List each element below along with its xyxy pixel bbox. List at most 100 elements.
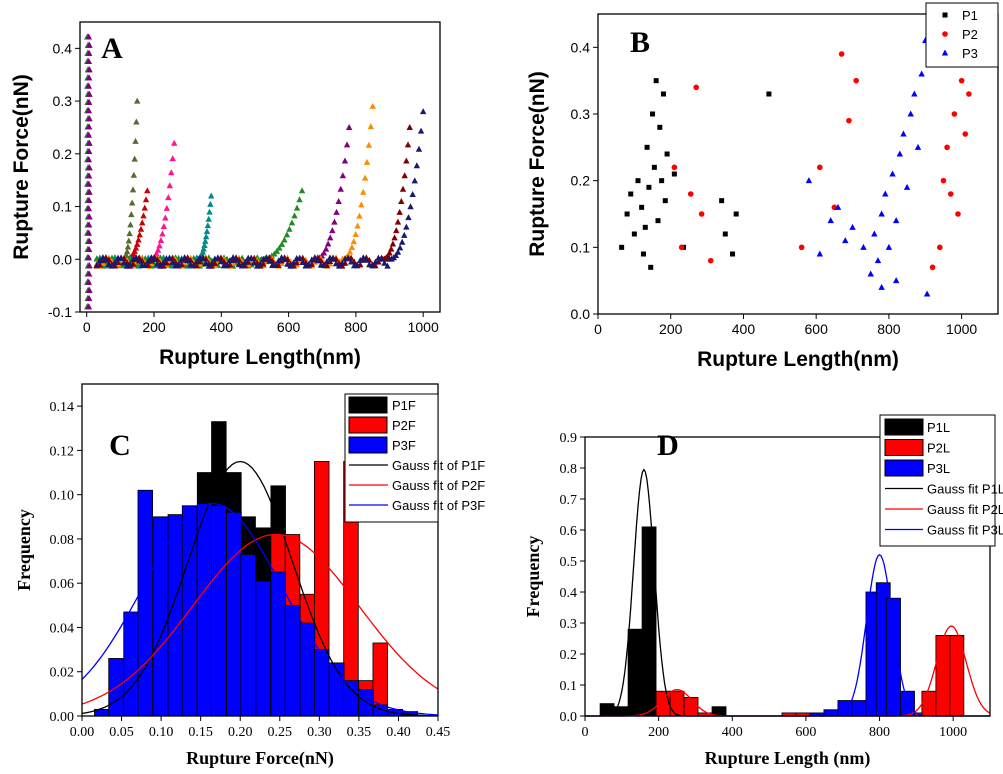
data-point bbox=[85, 49, 93, 56]
data-point bbox=[86, 164, 93, 171]
y-tick-label: 0.06 bbox=[50, 577, 75, 592]
data-point bbox=[657, 124, 663, 130]
data-point bbox=[229, 254, 237, 261]
data-point bbox=[254, 262, 261, 269]
data-point bbox=[398, 197, 405, 204]
data-point bbox=[135, 236, 142, 243]
y-tick-label: 0.9 bbox=[560, 431, 578, 446]
data-point bbox=[85, 147, 93, 154]
data-point bbox=[346, 248, 354, 255]
data-point bbox=[707, 257, 714, 264]
panel-c-bars bbox=[94, 421, 419, 717]
data-point bbox=[357, 256, 364, 263]
data-point bbox=[369, 102, 376, 109]
data-point bbox=[293, 204, 301, 211]
data-point bbox=[324, 240, 332, 247]
y-tick-label: 0.4 bbox=[571, 39, 591, 55]
data-point bbox=[900, 130, 907, 137]
data-point bbox=[405, 214, 412, 221]
data-point bbox=[347, 258, 355, 265]
x-tick-label: 800 bbox=[344, 319, 368, 335]
legend-label: Gauss fit of P2F bbox=[392, 478, 485, 493]
data-point bbox=[202, 237, 209, 244]
bar bbox=[669, 690, 685, 717]
data-point bbox=[144, 187, 151, 194]
data-point bbox=[413, 162, 421, 169]
data-point bbox=[140, 212, 147, 219]
data-point bbox=[85, 123, 93, 130]
data-point bbox=[299, 259, 306, 266]
panel-a-frame bbox=[79, 21, 441, 313]
data-point bbox=[85, 33, 92, 40]
data-point bbox=[133, 118, 140, 125]
data-point bbox=[128, 211, 135, 218]
data-point bbox=[853, 77, 859, 84]
data-point bbox=[635, 178, 641, 184]
data-point bbox=[85, 98, 93, 105]
data-point bbox=[396, 244, 404, 251]
data-point bbox=[132, 254, 140, 261]
data-point bbox=[139, 219, 146, 226]
data-point bbox=[329, 255, 337, 262]
bar bbox=[313, 649, 330, 717]
data-point bbox=[671, 171, 677, 177]
data-point bbox=[827, 217, 834, 224]
data-point bbox=[392, 252, 400, 259]
data-point bbox=[141, 204, 148, 211]
data-point bbox=[798, 244, 805, 251]
data-point bbox=[698, 211, 705, 217]
data-point bbox=[108, 262, 116, 269]
data-point bbox=[407, 203, 414, 210]
data-point bbox=[882, 190, 889, 197]
data-point bbox=[205, 262, 213, 269]
data-point bbox=[651, 164, 657, 170]
data-point bbox=[133, 97, 141, 104]
y-tick-label: 0.2 bbox=[560, 648, 578, 663]
data-point bbox=[85, 107, 92, 114]
x-axis-label: Rupture Length (nm) bbox=[705, 748, 871, 769]
data-point bbox=[131, 155, 138, 162]
data-point bbox=[923, 290, 931, 297]
x-tick-label: 600 bbox=[795, 725, 816, 740]
y-tick-label: 0.00 bbox=[50, 710, 75, 725]
data-point bbox=[619, 244, 625, 250]
legend-swatch bbox=[348, 396, 388, 414]
data-point bbox=[942, 31, 948, 37]
data-point bbox=[384, 262, 391, 269]
data-point bbox=[257, 260, 264, 267]
data-point bbox=[662, 198, 668, 204]
panel-d-label: D bbox=[657, 429, 679, 462]
x-tick-label: 600 bbox=[805, 321, 829, 337]
data-point bbox=[403, 223, 410, 230]
bar bbox=[211, 505, 227, 717]
data-point bbox=[951, 111, 958, 117]
y-tick-label: 0.4 bbox=[53, 40, 73, 56]
data-point bbox=[343, 141, 351, 148]
data-point bbox=[128, 199, 136, 206]
data-point bbox=[320, 262, 328, 269]
data-point bbox=[159, 230, 166, 237]
data-point bbox=[918, 70, 925, 77]
y-tick-label: 0.7 bbox=[560, 493, 578, 508]
data-point bbox=[381, 259, 388, 266]
x-tick-label: 0.05 bbox=[109, 725, 134, 740]
x-axis-label: Rupture Length(nm) bbox=[159, 346, 361, 369]
data-point bbox=[131, 247, 138, 254]
gauss-fit-line bbox=[81, 502, 439, 716]
data-point bbox=[386, 249, 393, 256]
data-point bbox=[401, 172, 408, 179]
data-point bbox=[419, 108, 427, 115]
data-point bbox=[878, 210, 885, 217]
data-point bbox=[659, 178, 665, 184]
data-point bbox=[153, 250, 160, 257]
data-point bbox=[896, 150, 904, 157]
data-point bbox=[125, 237, 132, 244]
data-point bbox=[154, 260, 161, 267]
data-point bbox=[85, 172, 93, 179]
data-point bbox=[631, 231, 637, 237]
data-point bbox=[175, 261, 182, 268]
panel-c-label: C bbox=[109, 429, 131, 462]
data-point bbox=[85, 246, 93, 253]
data-point bbox=[86, 213, 93, 220]
data-point bbox=[165, 194, 172, 201]
